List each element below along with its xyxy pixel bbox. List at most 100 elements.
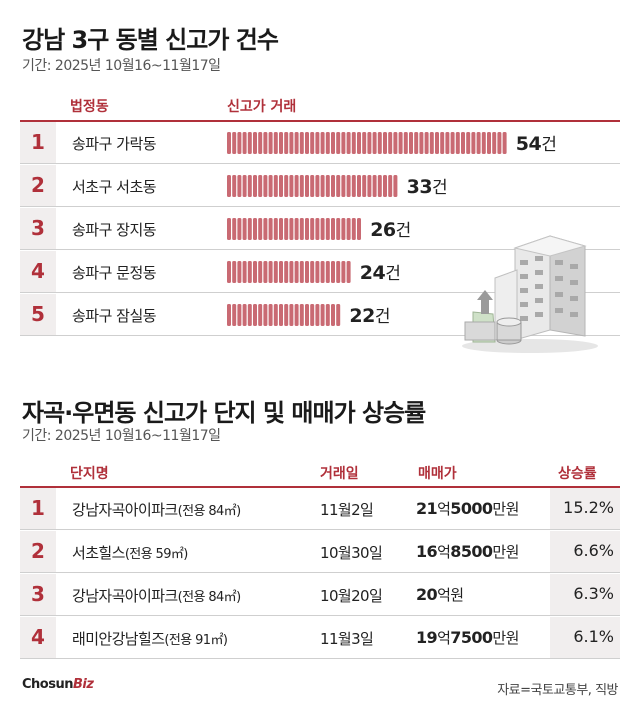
bar-value: 33	[406, 176, 433, 198]
bar-segment	[273, 304, 278, 326]
rank-number: 4	[31, 625, 45, 649]
bar-segment	[315, 261, 320, 283]
bar-segment	[492, 132, 497, 154]
bar-segment	[357, 175, 361, 197]
bar-segment	[242, 175, 247, 197]
complex-area: (전용 91㎡)	[164, 633, 228, 648]
price-a: 19	[416, 628, 438, 647]
bar-segment	[284, 175, 289, 197]
deal-date: 11월2일	[320, 501, 374, 519]
rank-number: 1	[31, 130, 45, 154]
bar-segment	[227, 261, 231, 283]
bar-segment	[393, 132, 398, 154]
rate-cell	[550, 617, 620, 658]
bar-segment	[247, 175, 252, 197]
bar-segment	[372, 132, 377, 154]
bar-segment	[258, 218, 263, 240]
bar-value: 22	[349, 305, 375, 327]
bar-segment	[294, 218, 299, 240]
header-deals: 신고가 거래	[227, 99, 297, 115]
bar-segment	[336, 261, 341, 283]
bar-segment	[341, 132, 346, 154]
bar-segment	[237, 261, 242, 283]
complex-name: 강남자곡아이파크(전용 84㎡)	[72, 499, 241, 520]
district-name: 송파구 문정동	[72, 264, 157, 282]
bar-segment	[258, 175, 263, 197]
bar	[227, 304, 341, 326]
header-date: 거래일	[320, 466, 359, 482]
bar-segment	[232, 304, 237, 326]
bar-segment	[294, 175, 299, 197]
bar-segment	[341, 261, 346, 283]
price-b: 억	[437, 543, 451, 561]
rise-rate: 6.6%	[573, 541, 614, 560]
bar-segment	[299, 304, 304, 326]
deal-price: 20억원	[416, 584, 464, 605]
bar-segment	[305, 304, 309, 326]
bar-segment	[461, 132, 465, 154]
chart-row: 5 송파구 잠실동 22건	[20, 294, 620, 336]
bar-segment	[320, 304, 325, 326]
bar-segment	[263, 304, 268, 326]
chart-title: 강남 3구 동별 신고가 건수	[22, 26, 279, 54]
bar-segment	[367, 132, 372, 154]
bar-segment	[362, 132, 367, 154]
bar-segment	[377, 132, 382, 154]
bar-segment	[388, 132, 393, 154]
bar-segment	[336, 175, 341, 197]
bar-segment	[268, 261, 273, 283]
bar-segment	[253, 175, 257, 197]
bar-segment	[273, 175, 278, 197]
rank-number: 3	[31, 216, 45, 240]
bar-segment	[325, 175, 330, 197]
bar-segment	[258, 132, 263, 154]
table-row: 2 서초힐스(전용 59㎡) 10월30일 16억8500만원 6.6%	[20, 531, 620, 573]
deal-date: 10월30일	[320, 544, 383, 562]
rank-cell	[20, 251, 56, 292]
bar-segment	[237, 304, 242, 326]
rate-cell	[550, 531, 620, 572]
bar-segment	[351, 218, 356, 240]
bar-value: 26	[370, 219, 396, 241]
rank-cell	[20, 122, 56, 163]
bar-segment	[320, 218, 325, 240]
bar-segment	[320, 175, 325, 197]
bar-segment	[331, 132, 335, 154]
price-b: 억	[437, 629, 451, 647]
bar-segment	[320, 261, 325, 283]
rate-cell	[550, 574, 620, 615]
price-a: 16	[416, 542, 438, 561]
price-d: 만원	[492, 500, 519, 518]
bar-segment	[284, 261, 289, 283]
logo-main: Chosun	[22, 677, 73, 692]
header-rate: 상승률	[558, 466, 597, 482]
rise-rate: 6.1%	[573, 627, 614, 646]
bar-segment	[377, 175, 382, 197]
deal-date: 11월3일	[320, 630, 374, 648]
chart-row: 2 서초구 서초동 33건	[20, 165, 620, 207]
bar-segment	[289, 132, 294, 154]
deal-date: 10월20일	[320, 587, 383, 605]
table-row: 1 강남자곡아이파크(전용 84㎡) 11월2일 21억5000만원 15.2%	[20, 488, 620, 530]
rank-cell	[20, 617, 56, 658]
bar-segment	[247, 261, 252, 283]
chart-row: 4 송파구 문정동 24건	[20, 251, 620, 293]
bar-segment	[315, 304, 320, 326]
bar-segment	[242, 132, 247, 154]
source-note: 자료=국토교통부, 직방	[497, 683, 618, 698]
bar-segment	[253, 218, 257, 240]
bar-segment	[279, 175, 283, 197]
bar-segment	[232, 218, 237, 240]
bar-segment	[310, 175, 315, 197]
bar-segment	[310, 304, 315, 326]
table-header-divider	[20, 486, 620, 488]
price-a: 21	[416, 499, 438, 518]
complex-name: 래미안강남힐즈(전용 91㎡)	[72, 628, 228, 649]
bar-segment	[476, 132, 481, 154]
price-c: 5000	[450, 499, 493, 518]
complex-label: 강남자곡아이파크	[72, 587, 178, 605]
bar-segment	[294, 132, 299, 154]
bar-unit: 건	[374, 307, 391, 327]
bar	[227, 175, 398, 197]
rank-cell	[20, 208, 56, 249]
